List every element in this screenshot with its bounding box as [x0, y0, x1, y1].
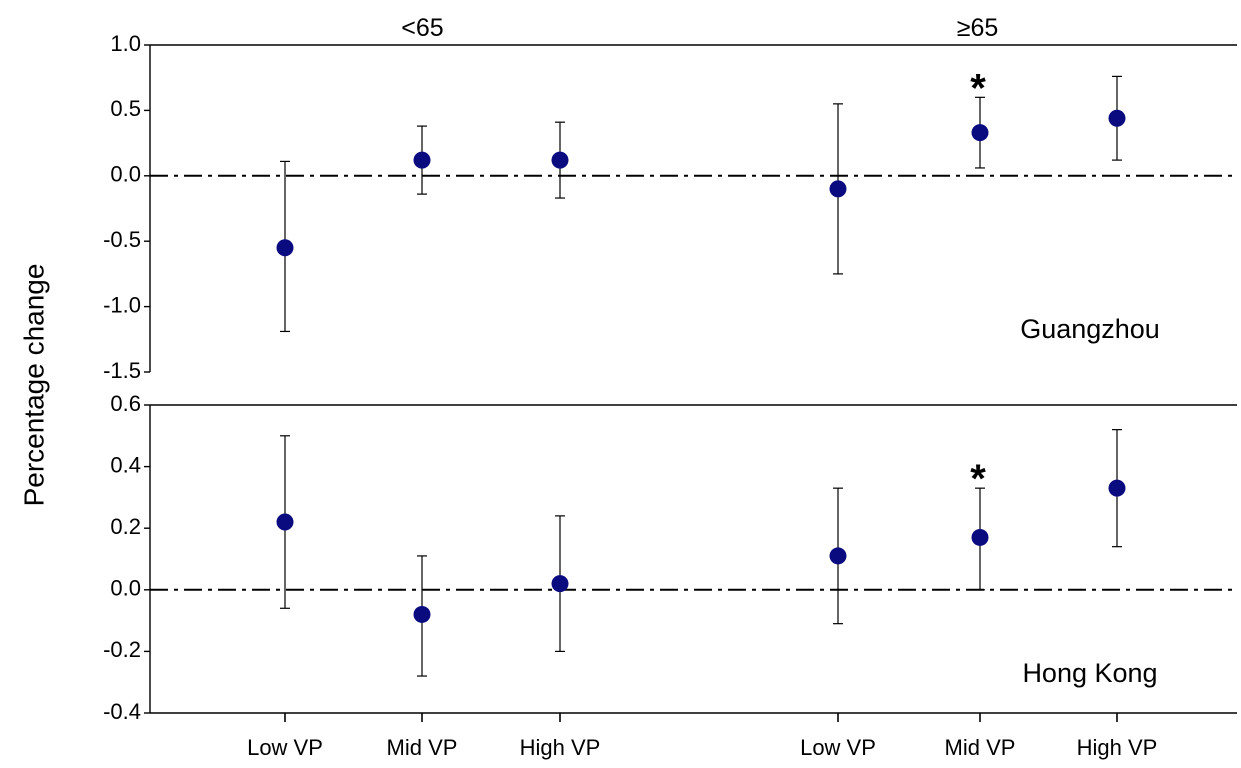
- data-point: [413, 151, 431, 169]
- data-point-group: [829, 103, 847, 275]
- data-point: [276, 239, 294, 257]
- data-point-group: [551, 121, 569, 199]
- data-point-group: [1108, 429, 1126, 548]
- y-tick-label: 0.0: [110, 162, 141, 187]
- significance-mark: *: [970, 66, 986, 110]
- y-tick-label: 0.6: [110, 391, 141, 416]
- x-tick-label: Mid VP: [945, 735, 1016, 760]
- panel-label: Hong Kong: [1022, 658, 1157, 688]
- panel-label: Guangzhou: [1020, 314, 1160, 344]
- data-point: [1108, 109, 1126, 127]
- data-point-group: [551, 515, 569, 653]
- y-tick-label: 0.0: [110, 576, 141, 601]
- x-tick-label: High VP: [520, 735, 601, 760]
- y-tick-label: 1.0: [110, 31, 141, 56]
- x-tick-label: Mid VP: [387, 735, 458, 760]
- data-point-group: [413, 555, 431, 677]
- y-axis-title: Percentage change: [18, 264, 49, 507]
- data-point: [551, 575, 569, 593]
- data-point-group: [971, 487, 989, 591]
- x-tick-label: High VP: [1077, 735, 1158, 760]
- data-point-group: [413, 125, 431, 195]
- data-point-group: [276, 435, 294, 609]
- chart-panels: 1.0 0.5 0.0 -0.5 -1.0 -1.5 * Guangzhou 0.6 0.4 0.2…: [103, 31, 1237, 724]
- x-axis: Low VP Mid VP High VP Low VP Mid VP High VP: [150, 712, 1237, 760]
- group-label: <65: [401, 14, 443, 42]
- panel-hong-kong: 0.6 0.4 0.2 0.0 -0.2 -0.4 * Hong Kong: [103, 391, 1237, 724]
- data-point: [551, 151, 569, 169]
- y-tick-label: 0.4: [110, 452, 141, 477]
- y-tick-label: -0.4: [103, 699, 141, 724]
- group-labels: <65 ≥65: [401, 14, 998, 42]
- x-tick-label: Low VP: [800, 735, 876, 760]
- y-tick-label: -0.5: [103, 227, 141, 252]
- data-point: [829, 547, 847, 565]
- y-tick-label: -0.2: [103, 637, 141, 662]
- y-tick-label: -1.0: [103, 292, 141, 317]
- y-tick-label: 0.2: [110, 514, 141, 539]
- data-point-group: [971, 96, 989, 169]
- significance-mark: *: [970, 457, 986, 501]
- data-point-group: [276, 160, 294, 333]
- y-tick-label: 0.5: [110, 96, 141, 121]
- y-tick-label: -1.5: [103, 358, 141, 383]
- x-tick-label: Low VP: [247, 735, 323, 760]
- data-point: [413, 605, 431, 623]
- data-point: [971, 124, 989, 142]
- data-point: [1108, 479, 1126, 497]
- data-point-group: [1108, 75, 1126, 161]
- data-point-group: [829, 487, 847, 625]
- panel-guangzhou: 1.0 0.5 0.0 -0.5 -1.0 -1.5 * Guangzhou: [103, 31, 1237, 383]
- group-label: ≥65: [957, 14, 999, 42]
- data-point: [276, 513, 294, 531]
- data-point: [971, 528, 989, 546]
- data-point: [829, 180, 847, 198]
